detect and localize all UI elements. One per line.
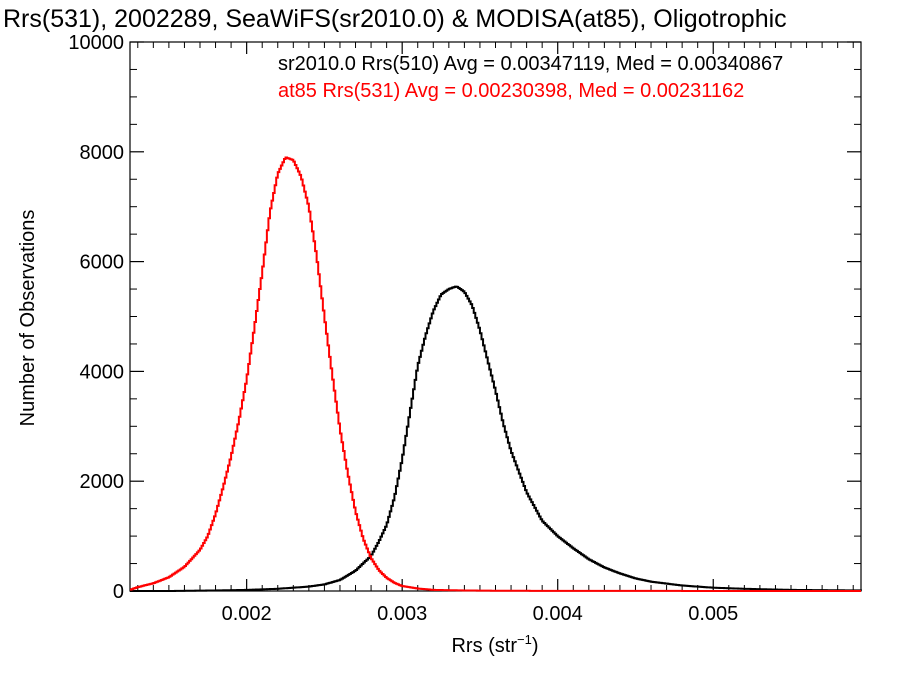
series-layer [130,156,862,592]
y-axis: 0 2000 4000 6000 8000 10000 [68,32,861,603]
legend: sr2010.0 Rrs(510) Avg = 0.00347119, Med … [278,53,783,102]
chart-title: Rrs(531), 2002289, SeaWiFS(sr2010.0) & M… [3,5,787,33]
plot-frame [129,41,862,592]
y-tick-label: 4000 [80,361,125,383]
y-axis-label: Number of Observations [17,210,39,427]
y-tick-label: 10000 [68,32,124,54]
y-tick-label: 8000 [80,142,125,164]
histogram-series-1 [130,285,862,592]
plot-area [129,41,862,592]
x-tick-label: 0.005 [688,603,738,625]
x-tick-label: 0.004 [533,603,583,625]
y-tick-label: 6000 [80,252,125,274]
x-tick-label: 0.003 [377,603,427,625]
y-tick-label: 2000 [80,471,125,493]
legend-entry-2: at85 Rrs(531) Avg = 0.00230398, Med = 0.… [278,80,744,102]
x-tick-label: 0.002 [222,603,272,625]
x-axis-label: Rrs (str−1) [451,632,538,657]
y-tick-label: 0 [113,581,124,603]
legend-entry-1: sr2010.0 Rrs(510) Avg = 0.00347119, Med … [278,53,783,75]
histogram-series-2 [130,156,861,592]
x-axis: 0.002 0.003 0.004 0.005 [137,42,854,625]
